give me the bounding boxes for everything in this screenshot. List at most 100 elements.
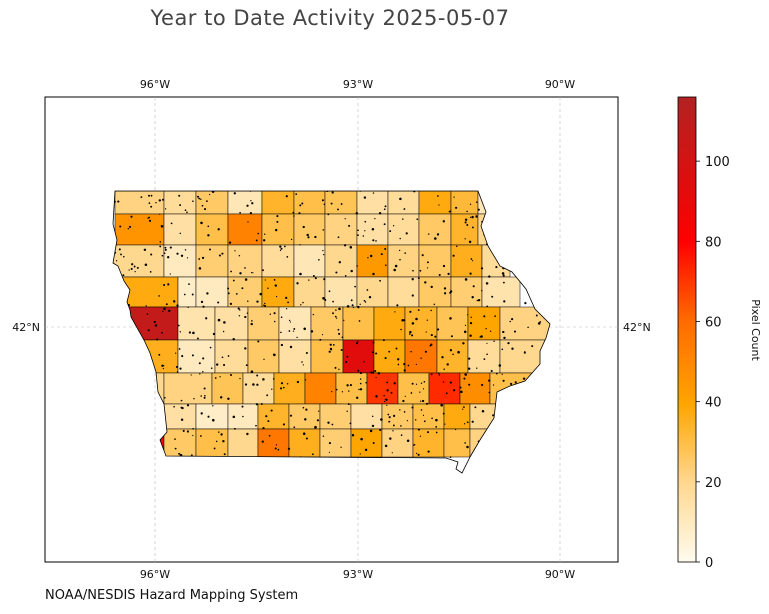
fire-point <box>232 338 235 341</box>
fire-point <box>250 271 253 274</box>
fire-point <box>155 201 157 204</box>
fire-point <box>237 307 240 310</box>
fire-point <box>438 273 441 277</box>
fire-point <box>122 274 125 277</box>
fire-point <box>159 245 162 248</box>
fire-point <box>321 199 324 202</box>
fire-point <box>287 447 291 450</box>
fire-point <box>423 420 426 423</box>
county-polygon <box>195 191 229 215</box>
county-polygon <box>163 428 197 458</box>
fire-point <box>150 194 153 197</box>
fire-point <box>338 368 340 370</box>
fire-point <box>180 418 184 421</box>
fire-point <box>163 283 166 287</box>
fire-point <box>233 427 236 430</box>
fire-point <box>402 399 405 403</box>
fire-point <box>463 423 466 425</box>
lon-tick-top-90: 90°W <box>545 78 575 91</box>
fire-point <box>349 422 352 425</box>
fire-point <box>494 315 496 317</box>
fire-point <box>275 228 278 232</box>
fire-point <box>239 377 241 380</box>
fire-point <box>222 330 225 333</box>
fire-point <box>169 246 172 249</box>
fire-point <box>468 383 471 386</box>
fire-point <box>273 312 276 315</box>
fire-point <box>200 221 203 225</box>
fire-point <box>154 324 158 327</box>
fire-point <box>396 304 399 307</box>
county-polygon <box>163 191 197 215</box>
fire-point <box>340 446 342 448</box>
fire-point <box>176 304 179 307</box>
fire-point <box>426 319 428 321</box>
fire-point <box>485 282 489 285</box>
fire-point <box>242 415 244 418</box>
county-polygon <box>467 339 501 374</box>
fire-point <box>466 210 468 213</box>
fire-point <box>319 338 322 341</box>
fire-point <box>379 279 381 282</box>
fire-point <box>380 418 383 421</box>
fire-point <box>181 406 184 410</box>
fire-point <box>488 391 491 394</box>
fire-point <box>200 435 202 437</box>
map-title: Year to Date Activity 2025-05-07 <box>150 6 510 30</box>
fire-point <box>411 294 414 297</box>
fire-point <box>425 402 429 405</box>
fire-point <box>218 254 221 257</box>
fire-point <box>337 236 340 239</box>
fire-point <box>391 452 393 454</box>
fire-point <box>167 256 170 259</box>
fire-point <box>163 396 166 399</box>
fire-point <box>438 374 441 376</box>
fire-point <box>480 335 483 338</box>
fire-point <box>207 234 210 237</box>
fire-point <box>255 403 259 406</box>
county-polygon <box>387 191 420 215</box>
county-polygon <box>195 244 229 278</box>
fire-point <box>322 249 324 252</box>
fire-point <box>287 301 289 304</box>
fire-point <box>437 372 440 375</box>
county-polygon <box>195 276 229 308</box>
fire-point <box>334 315 337 318</box>
fire-point <box>182 429 185 432</box>
fire-point <box>443 292 447 295</box>
fire-point <box>338 332 341 335</box>
fire-point <box>205 317 208 320</box>
fire-point <box>161 254 164 257</box>
fire-point <box>285 296 288 300</box>
fire-point <box>299 272 302 276</box>
fire-point <box>239 309 241 311</box>
fire-point <box>296 282 299 285</box>
fire-point <box>165 303 168 306</box>
fire-point <box>350 269 353 273</box>
fire-point <box>393 382 396 385</box>
fire-point <box>241 405 244 408</box>
fire-point <box>384 357 387 360</box>
fire-point <box>244 383 248 386</box>
fire-point <box>130 267 133 270</box>
fire-point <box>252 272 254 274</box>
fire-point <box>328 451 330 453</box>
fire-point <box>450 335 453 338</box>
fire-point <box>198 197 201 200</box>
fire-point <box>411 322 415 325</box>
fire-point <box>413 444 415 446</box>
fire-point <box>431 417 433 420</box>
fire-point <box>255 239 258 242</box>
fire-point <box>285 308 288 310</box>
fire-point <box>331 191 334 194</box>
county-polygon <box>319 428 352 458</box>
fire-point <box>293 327 296 330</box>
fire-point <box>303 327 306 331</box>
fire-point <box>436 233 440 236</box>
county-polygon <box>177 339 216 374</box>
county-polygon <box>481 276 521 308</box>
fire-point <box>425 331 427 333</box>
fire-point <box>318 410 320 412</box>
fire-point <box>304 379 307 381</box>
county-polygon <box>324 244 358 278</box>
